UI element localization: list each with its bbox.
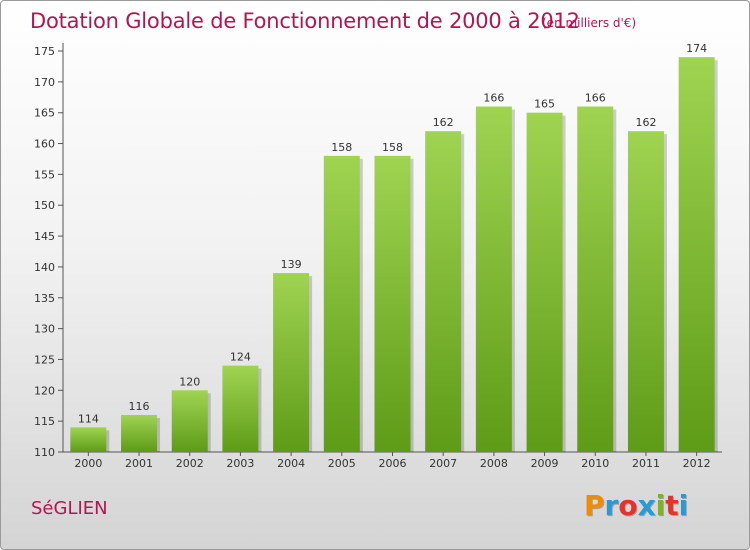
bar-value-label: 165 <box>534 98 555 111</box>
bar-value-label: 174 <box>686 42 707 55</box>
y-tick-label: 165 <box>34 107 55 120</box>
bar-value-label: 162 <box>433 116 454 129</box>
y-tick-label: 155 <box>34 168 55 181</box>
logo-letter: x <box>637 489 656 522</box>
bar-value-label: 158 <box>382 141 403 154</box>
bar <box>475 106 512 453</box>
bar-value-label: 166 <box>483 92 504 105</box>
x-tick-label: 2006 <box>379 457 407 470</box>
y-tick-label: 125 <box>34 353 55 366</box>
proxiti-logo: Proxiti <box>584 489 688 522</box>
bar <box>273 273 310 452</box>
logo-letter: t <box>665 489 679 522</box>
bar-value-label: 120 <box>179 375 200 388</box>
x-tick-label: 2001 <box>125 457 153 470</box>
bar-value-label: 158 <box>331 141 352 154</box>
bar <box>577 106 614 453</box>
y-tick-label: 145 <box>34 230 55 243</box>
x-tick-label: 2003 <box>226 457 254 470</box>
bar-value-label: 124 <box>230 351 251 364</box>
logo-letter: o <box>618 489 638 522</box>
y-tick-label: 175 <box>34 45 55 58</box>
bar-value-label: 162 <box>635 116 656 129</box>
bar-value-label: 114 <box>78 412 99 425</box>
logo-letter: i <box>678 489 689 522</box>
chart-title: Dotation Globale de Fonctionnement de 20… <box>30 9 580 33</box>
y-tick-label: 115 <box>34 415 55 428</box>
logo-letter: r <box>604 489 619 522</box>
bar <box>70 427 107 452</box>
x-tick-label: 2000 <box>74 457 102 470</box>
x-tick-label: 2011 <box>632 457 660 470</box>
bar <box>323 155 360 452</box>
bar <box>678 57 715 453</box>
chart-subtitle: (en milliers d'€) <box>542 16 637 30</box>
x-tick-label: 2002 <box>176 457 204 470</box>
bar-value-label: 166 <box>585 92 606 105</box>
y-tick-label: 110 <box>34 446 55 459</box>
x-tick-label: 2012 <box>683 457 711 470</box>
logo-letter: i <box>655 489 666 522</box>
bar <box>171 390 208 452</box>
commune-name: SéGLIEN <box>31 498 108 519</box>
x-tick-label: 2007 <box>429 457 457 470</box>
bar <box>121 414 158 452</box>
bar <box>425 131 462 452</box>
y-tick-label: 150 <box>34 199 55 212</box>
bar <box>374 155 411 452</box>
y-tick-label: 160 <box>34 138 55 151</box>
logo-letter: P <box>584 489 605 522</box>
x-tick-label: 2005 <box>328 457 356 470</box>
x-tick-label: 2010 <box>581 457 609 470</box>
x-tick-label: 2004 <box>277 457 305 470</box>
y-tick-label: 140 <box>34 261 55 274</box>
bar-value-label: 116 <box>129 400 150 413</box>
y-tick-label: 135 <box>34 292 55 305</box>
y-tick-label: 120 <box>34 384 55 397</box>
bar <box>627 131 664 452</box>
y-tick-label: 130 <box>34 323 55 336</box>
bar <box>222 365 259 452</box>
x-tick-label: 2009 <box>531 457 559 470</box>
bar-value-label: 139 <box>281 258 302 271</box>
x-tick-label: 2008 <box>480 457 508 470</box>
bar <box>526 112 563 452</box>
y-tick-label: 170 <box>34 76 55 89</box>
